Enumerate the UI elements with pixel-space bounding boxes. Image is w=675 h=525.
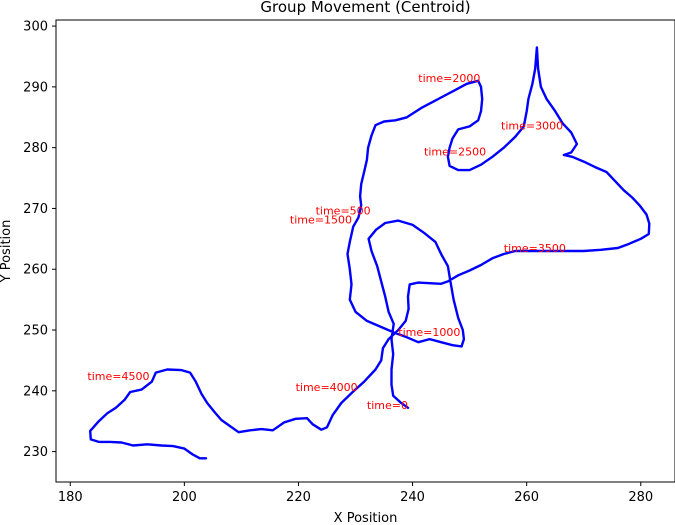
time-annotation: time=3500 xyxy=(504,242,566,255)
x-tick-label: 280 xyxy=(628,490,653,505)
time-annotation: time=3000 xyxy=(501,119,563,132)
chart-title: Group Movement (Centroid) xyxy=(260,0,470,16)
time-annotation: time=4000 xyxy=(296,381,358,394)
y-tick-label: 260 xyxy=(23,263,48,278)
x-tick-label: 260 xyxy=(514,490,539,505)
time-annotation: time=2000 xyxy=(418,72,480,85)
time-annotation: time=0 xyxy=(367,399,408,412)
y-axis-label: Y Position xyxy=(0,220,14,284)
x-tick-label: 200 xyxy=(172,490,197,505)
y-tick-label: 280 xyxy=(23,141,48,156)
y-tick-label: 240 xyxy=(23,384,48,399)
y-tick-label: 270 xyxy=(23,202,48,217)
time-annotation: time=1500 xyxy=(290,214,352,227)
plot-area: time=0 time=500 time=1000 time=1500 time=200… xyxy=(87,46,651,460)
x-tick-label: 220 xyxy=(286,490,311,505)
centroid-path-line xyxy=(88,46,651,460)
axes: 180 200 220 240 260 280 230 240 250 260 270 280 290 3… xyxy=(23,20,653,505)
x-tick-label: 240 xyxy=(400,490,425,505)
time-annotation: time=500 xyxy=(316,205,371,218)
y-tick-label: 290 xyxy=(23,80,48,95)
time-annotation: time=1000 xyxy=(398,326,460,339)
time-annotation: time=4500 xyxy=(87,370,149,383)
plot-frame xyxy=(55,19,675,483)
time-annotation: time=2500 xyxy=(424,146,486,159)
y-tick-label: 230 xyxy=(23,445,48,460)
y-tick-label: 300 xyxy=(23,20,48,35)
x-tick-label: 180 xyxy=(58,490,83,505)
y-tick-label: 250 xyxy=(23,324,48,339)
x-axis-label: X Position xyxy=(334,511,398,525)
